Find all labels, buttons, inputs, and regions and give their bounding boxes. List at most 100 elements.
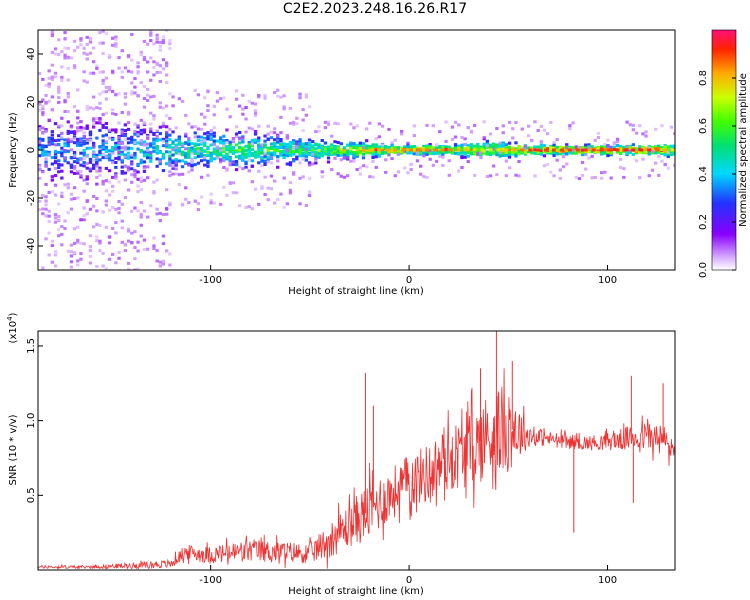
spectrogram-cell — [130, 167, 134, 171]
spectrogram-cell — [441, 155, 445, 159]
spectrogram-cell — [628, 145, 632, 149]
spectrogram-cell — [47, 76, 51, 80]
spectrogram-cell — [250, 142, 254, 146]
spectrogram-cell — [247, 145, 251, 149]
spectrogram-cell — [158, 125, 162, 129]
spectrogram-cell — [241, 112, 245, 116]
spectrogram-cell — [111, 184, 115, 188]
spectrogram-cell — [482, 151, 486, 155]
spectrogram-cell — [225, 168, 229, 172]
spectrogram-cell — [199, 195, 204, 199]
spectrogram-cell — [63, 100, 67, 104]
spectrogram-cell — [425, 123, 429, 127]
spectrogram-cell — [615, 150, 620, 154]
spectrogram-cell — [374, 148, 378, 152]
spectrogram-cell — [199, 175, 204, 179]
spectrogram-cell — [117, 157, 121, 161]
spectrogram-cell — [95, 64, 99, 68]
spectrogram-cell — [168, 127, 172, 131]
spectrogram-cell — [72, 132, 77, 136]
spectrogram-cell — [501, 149, 505, 153]
spectrogram-cell — [276, 145, 280, 149]
spectrogram-cell — [82, 142, 86, 146]
spectrogram-cell — [171, 165, 175, 169]
spectrogram-cell — [241, 158, 245, 162]
spectrogram-ridge-cell — [623, 148, 628, 152]
spectrogram-cell — [260, 143, 264, 147]
spectrogram-cell — [507, 146, 512, 150]
spectrogram-cell — [95, 117, 99, 120]
spectrogram-cell — [473, 146, 477, 150]
spectrogram-cell — [136, 65, 140, 69]
spectrogram-cell — [139, 142, 143, 145]
spectrogram-cell — [88, 234, 93, 238]
spectrogram-cell — [298, 92, 302, 96]
spectrogram-cell — [114, 144, 118, 148]
spectrogram-cell — [317, 143, 321, 147]
spectrogram-cell — [107, 53, 112, 57]
spectrogram-cell — [228, 159, 232, 163]
spectrogram-cell — [654, 151, 658, 155]
spectrogram-cell — [53, 47, 58, 51]
spectrogram-cell — [38, 137, 42, 141]
spectrogram-cell — [250, 164, 254, 168]
spectrogram-cell — [257, 144, 261, 148]
spectrogram-cell — [136, 190, 140, 194]
spectrogram-cell — [92, 225, 96, 229]
spectrogram-cell — [155, 62, 159, 66]
spectrogram-cell — [371, 153, 375, 157]
spectrogram-cell — [460, 148, 464, 152]
spectrogram-cell — [149, 39, 153, 43]
spectrogram-cell — [631, 123, 635, 127]
spectrogram-cell — [95, 66, 99, 70]
spectrogram-cell — [111, 152, 115, 156]
spectrogram-cell — [234, 97, 239, 101]
spectrogram-cell — [314, 161, 318, 165]
spectrogram-cell — [139, 212, 143, 216]
spectrogram-cell — [260, 151, 264, 155]
spectrogram-cell — [101, 125, 105, 129]
spectrogram-cell — [333, 152, 337, 156]
spectrogram-cell — [41, 150, 45, 154]
spectrogram-cell — [120, 75, 124, 79]
spectrogram-cell — [72, 39, 77, 43]
spectrogram-cell — [263, 94, 267, 98]
spectrogram-cell — [669, 153, 674, 157]
spectrogram-cell — [63, 37, 67, 40]
spectrogram-cell — [326, 160, 331, 164]
spectrogram-cell — [504, 159, 508, 163]
spectrogram-cell — [152, 247, 156, 250]
spectrogram-cell — [298, 138, 302, 142]
spectrogram-cell — [333, 140, 337, 144]
spectrogram-cell — [92, 158, 96, 162]
spectrogram-cell — [50, 239, 54, 243]
spectrogram-cell — [593, 176, 597, 179]
spectrogram-cell — [44, 130, 48, 133]
spectrogram-cell — [584, 167, 588, 171]
spectrogram-cell — [206, 134, 210, 138]
spectrogram-cell — [260, 164, 264, 168]
spectrogram-cell — [561, 146, 566, 149]
spectrogram-cell — [199, 112, 204, 116]
spectrogram-cell — [133, 268, 137, 270]
spectrogram-cell — [241, 151, 245, 155]
spectrogram-cell — [88, 254, 93, 258]
spectrogram-cell — [238, 154, 242, 158]
spectrogram-cell — [412, 145, 416, 148]
spectrogram-cell — [171, 160, 175, 164]
spectrogram-cell — [222, 185, 226, 189]
spectrogram-cell — [165, 212, 169, 216]
spectrogram-cell — [72, 171, 77, 175]
spectrogram-ridge-cell — [440, 148, 445, 152]
spectrogram-cell — [234, 155, 239, 159]
spectrogram-cell — [111, 112, 115, 116]
spectrogram-cell — [76, 88, 80, 92]
spectrogram-cell — [117, 207, 121, 210]
spectrogram-cell — [53, 264, 58, 268]
spectrogram-cell — [212, 157, 216, 161]
spectrogram-cell — [152, 114, 156, 118]
chart-title: C2E2.2023.248.16.26.R17 — [282, 1, 468, 17]
spectrogram-cell — [215, 91, 220, 95]
spectrogram-cell — [606, 154, 610, 158]
spectrogram-cell — [117, 136, 121, 140]
